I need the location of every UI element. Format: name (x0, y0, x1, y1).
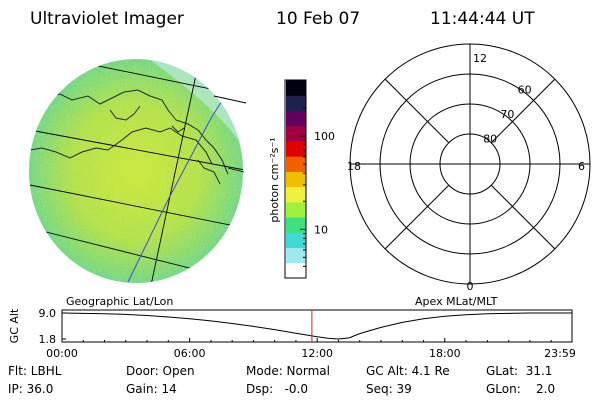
mlt-spoke (384, 184, 450, 250)
mlt-label-18: 18 (347, 160, 361, 173)
coastline-north (44, 89, 229, 175)
time-label: 11:44:44 UT (430, 9, 535, 29)
status-filter: Flt: LBHL (8, 364, 62, 378)
colorbar-cell (286, 171, 306, 188)
lat-ring-label: 70 (500, 108, 514, 121)
mlt-spoke (490, 78, 556, 144)
mlt-spoke (384, 78, 450, 144)
timeline-y-ticks: 9.0 1.8 (39, 307, 66, 346)
colorbar-cell (286, 217, 306, 233)
colorbar-unit-label: photon cm⁻²s⁻¹ (268, 137, 281, 222)
mlt-spoke (490, 184, 556, 250)
status-dsp: Dsp: -0.0 (246, 382, 308, 396)
status-glat: GLat: 31.1 (486, 364, 552, 378)
timeline-x-tick-label: 06:00 (174, 347, 206, 360)
altitude-curve (61, 312, 572, 340)
colorbar-cell (286, 80, 306, 96)
coastline-mid (29, 127, 213, 165)
timeline-ylabel: GC Alt (8, 308, 21, 343)
colorbar-tick-label: 100 (314, 130, 335, 143)
mlt-label-6: 6 (578, 160, 585, 173)
status-ip: IP: 36.0 (8, 382, 53, 396)
status-mode: Mode: Normal (246, 364, 330, 378)
date-label: 10 Feb 07 (276, 9, 360, 29)
colorbar-cell (286, 262, 306, 279)
colorbar-cell (286, 95, 306, 111)
instrument-title: Ultraviolet Imager (30, 9, 184, 29)
timeline-x-ticks: 00:00 06:00 12:00 18:00 23:59 (46, 338, 576, 360)
timeline-y-tick-label: 1.8 (39, 333, 57, 346)
globe-coord-label: Geographic Lat/Lon (66, 295, 173, 308)
timeline-x-tick-label: 00:00 (46, 347, 78, 360)
lat-ring-label: 80 (483, 132, 497, 145)
colorbar-cell (286, 186, 306, 203)
timeline-y-tick-label: 9.0 (39, 307, 57, 320)
colorbar-frame (284, 79, 307, 279)
colorbar-cell (286, 156, 306, 172)
colorbar-cell (286, 140, 306, 157)
timeline-x-tick-label: 12:00 (301, 347, 333, 360)
status-gain: Gain: 14 (126, 382, 177, 396)
colorbar-tick-label: 10 (314, 223, 328, 236)
colorbar-cell (286, 201, 306, 218)
status-gc-alt: GC Alt: 4.1 Re (366, 364, 450, 378)
colorbar-cell (286, 232, 306, 249)
colorbar-cell (286, 247, 306, 264)
coastline-detail (109, 105, 221, 185)
colorbar: 10 100 photon cm⁻²s⁻¹ (268, 79, 335, 279)
status-block: Flt: LBHL IP: 36.0 Door: Open Gain: 14 M… (8, 364, 555, 396)
colorbar-ticks: 10 100 (300, 79, 335, 279)
status-seq: Seq: 39 (366, 382, 412, 396)
colorbar-cells (286, 80, 306, 279)
lat-ring-label: 60 (518, 83, 532, 96)
status-door: Door: Open (126, 364, 195, 378)
mlt-label-0: 0 (467, 280, 474, 293)
status-glon: GLon: 2.0 (486, 382, 555, 396)
timeline-x-tick-label: 23:59 (544, 347, 576, 360)
offdisk-grid (213, 95, 247, 173)
altitude-timeline: 00:00 06:00 12:00 18:00 23:59 9.0 1.8 GC Alt (8, 307, 576, 360)
polar-spokes (350, 44, 590, 284)
polar-coord-label: Apex MLat/MLT (415, 295, 498, 308)
timeline-x-tick-label: 18:00 (429, 347, 461, 360)
mlt-label-12: 12 (473, 52, 487, 65)
colorbar-cell (286, 125, 306, 142)
uv-globe-image: Geographic Lat/Lon (29, 59, 247, 308)
colorbar-cell (286, 110, 306, 127)
